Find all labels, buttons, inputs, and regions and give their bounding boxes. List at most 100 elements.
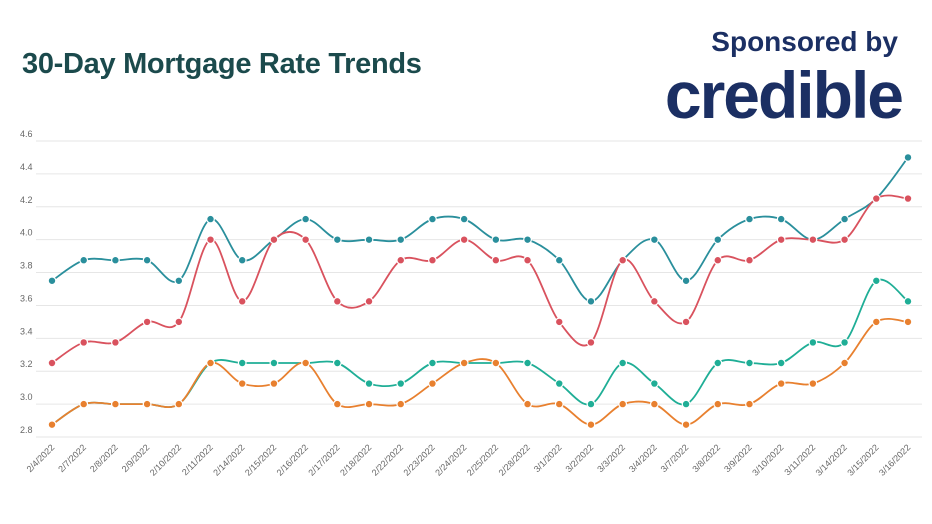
x-tick-label: 3/2/2022 [564, 442, 596, 474]
series-3-point [713, 358, 723, 368]
x-tick-label: 3/14/2022 [814, 442, 849, 477]
series-4-point [269, 379, 279, 388]
series-1-point [523, 235, 532, 245]
x-tick-label: 2/10/2022 [148, 442, 183, 477]
series-3-point [428, 358, 437, 368]
y-tick-label: 3.4 [20, 326, 33, 336]
series-line-4 [51, 317, 909, 426]
x-tick-label: 2/24/2022 [433, 442, 468, 477]
x-tick-label: 3/8/2022 [690, 442, 722, 474]
series-2-point [396, 255, 406, 265]
series-4-point [649, 399, 659, 409]
series-2-point [364, 296, 374, 306]
series-2-point [903, 194, 913, 203]
x-tick-label: 2/16/2022 [275, 442, 310, 477]
series-2-point [554, 317, 564, 327]
series-2-point [47, 358, 57, 368]
series-4-point [206, 358, 215, 368]
x-tick-label: 3/4/2022 [627, 442, 659, 474]
series-4-point [776, 379, 786, 388]
series-1-point [237, 255, 247, 265]
x-tick-label: 2/14/2022 [211, 442, 246, 477]
series-4-point [523, 399, 532, 409]
series-2-point [491, 255, 501, 265]
chart-title: 30-Day Mortgage Rate Trends [22, 48, 422, 80]
series-2-point [586, 338, 596, 347]
series-2-point [871, 194, 881, 203]
series-3-point [269, 358, 279, 368]
series-4-point [491, 358, 501, 368]
series-2-point [649, 296, 659, 306]
series-4-point [618, 399, 628, 409]
x-tick-label: 3/7/2022 [659, 442, 691, 474]
x-tick-label: 2/15/2022 [243, 442, 278, 477]
series-4-point [459, 358, 469, 368]
series-1-point [586, 296, 596, 306]
y-tick-label: 4.6 [20, 129, 33, 139]
series-4-point [47, 420, 57, 430]
series-3-point [554, 379, 564, 388]
series-4-point [237, 379, 247, 388]
series-1-point [206, 214, 215, 224]
series-4-point [79, 399, 89, 409]
x-tick-label: 2/28/2022 [497, 442, 532, 477]
series-3-point [332, 358, 342, 368]
series-4-point [808, 379, 818, 388]
series-2-point [745, 255, 754, 265]
series-2-point [523, 255, 532, 265]
series-1-point [681, 276, 691, 286]
series-1-point [79, 255, 89, 265]
series-1-point [142, 255, 152, 265]
series-1-point [364, 235, 374, 245]
series-1-point [47, 276, 57, 286]
series-4-point [554, 399, 564, 409]
series-2-point [428, 255, 437, 265]
series-1-point [428, 214, 437, 224]
sponsor-label: Sponsored by [711, 26, 898, 57]
series-2-point [776, 235, 786, 245]
series-3-point [649, 379, 659, 388]
series-1-point [745, 214, 754, 224]
y-tick-label: 3.6 [20, 293, 33, 303]
series-3-point [808, 338, 818, 347]
x-tick-label: 3/11/2022 [782, 442, 817, 477]
credible-logo: credible [664, 58, 904, 132]
series-4-point [174, 399, 184, 409]
series-2-point [459, 235, 469, 245]
series-2-point [142, 317, 152, 327]
series-4-point [713, 399, 723, 409]
series-1-point [459, 214, 469, 224]
series-2-point [237, 296, 247, 306]
series-2-point [174, 317, 184, 327]
series-3-point [364, 379, 374, 388]
series-3-point [396, 379, 406, 388]
series-3-point [586, 399, 596, 409]
x-tick-label: 2/4/2022 [25, 442, 57, 474]
series-2-point [332, 296, 342, 306]
series-3-point [237, 358, 247, 368]
series-3-point [776, 358, 786, 368]
series-3-point [681, 399, 691, 409]
y-tick-label: 4.0 [20, 228, 33, 238]
series-4-point [332, 399, 342, 409]
series-1-point [649, 235, 659, 245]
series-3-point [618, 358, 628, 368]
x-tick-label: 2/11/2022 [180, 442, 215, 477]
series-3-point [840, 338, 849, 347]
series-4-point [903, 317, 913, 327]
x-tick-label: 3/3/2022 [595, 442, 627, 474]
series-2-point [713, 255, 723, 265]
series-1-point [301, 214, 311, 224]
x-tick-label: 2/25/2022 [465, 442, 500, 477]
x-tick-label: 3/1/2022 [532, 442, 564, 474]
series-line-1 [51, 156, 909, 303]
series-4-point [301, 358, 311, 368]
x-tick-label: 2/7/2022 [56, 442, 88, 474]
x-tick-label: 2/9/2022 [120, 442, 152, 474]
series-4-point [840, 358, 849, 368]
series-2-point [808, 235, 818, 245]
series-3-point [745, 358, 754, 368]
series-1-point [840, 214, 849, 224]
y-tick-label: 4.4 [20, 162, 33, 172]
series-2-point [269, 235, 279, 245]
